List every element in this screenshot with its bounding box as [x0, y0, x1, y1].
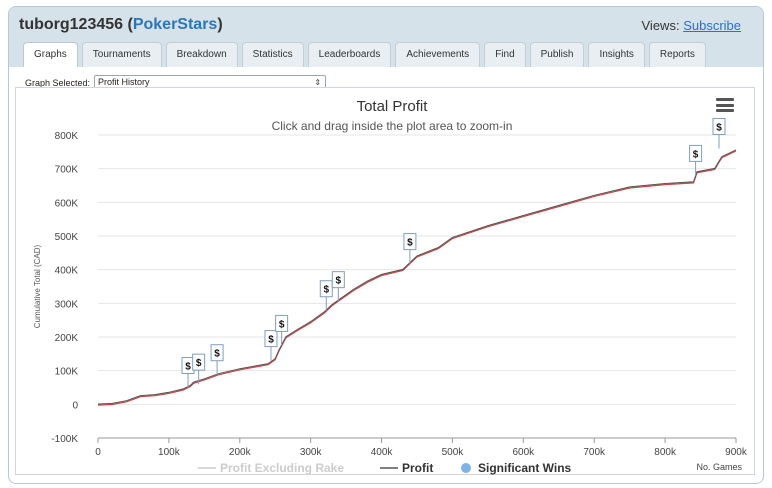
chart-panel: [15, 87, 755, 475]
graph-select-value: Profit History: [98, 77, 150, 87]
flag-box: [264, 330, 278, 348]
significant-win-flag: $: [275, 314, 289, 346]
legend-item[interactable]: Profit Excluding Rake: [198, 461, 344, 475]
significant-win-flag: $: [264, 330, 278, 361]
graph-selected-label: Graph Selected:: [25, 77, 91, 88]
x-tick-label: 100k: [158, 447, 181, 458]
significant-win-flag: $: [331, 271, 345, 302]
legend-item[interactable]: Profit: [380, 461, 433, 475]
y-tick-label: 800K: [55, 131, 79, 142]
legend-item[interactable]: Significant Wins: [461, 461, 572, 475]
tab-statistics[interactable]: Statistics: [241, 42, 304, 67]
significant-win-flag: $: [181, 357, 195, 388]
tab-leaderboards[interactable]: Leaderboards: [307, 42, 392, 67]
flag-box: [331, 271, 345, 289]
x-tick-label: 0: [95, 447, 101, 458]
significant-win-flag: $: [319, 280, 333, 311]
significant-win-flag: $: [689, 144, 703, 176]
x-tick-label: 200k: [229, 447, 252, 458]
flag-box: [712, 117, 726, 135]
tab-reports[interactable]: Reports: [648, 42, 706, 67]
x-tick-label: 900k: [725, 447, 748, 458]
tab-find[interactable]: Find: [484, 42, 526, 67]
tab-bar: Graphs Tournaments Breakdown Statistics Lead…: [23, 42, 706, 67]
legend-label: Profit Excluding Rake: [220, 461, 344, 475]
views-label: Views:: [641, 18, 680, 33]
tab-graphs[interactable]: Graphs: [23, 42, 78, 67]
x-tick-label: 400k: [371, 447, 394, 458]
tab-publish[interactable]: Publish: [529, 42, 585, 67]
y-tick-label: 400K: [55, 266, 79, 277]
flag-label: $: [323, 285, 329, 296]
y-tick-label: 600K: [55, 198, 79, 209]
x-tick-label: 500k: [442, 447, 465, 458]
flag-label: $: [336, 276, 342, 287]
flag-box: [210, 344, 224, 362]
flag-label: $: [716, 122, 722, 133]
flag-label: $: [268, 335, 274, 346]
significant-win-flag: $: [403, 233, 417, 264]
y-tick-label: 0: [72, 400, 78, 411]
significant-win-flag: $: [192, 353, 206, 385]
legend-label: Profit: [402, 461, 433, 475]
hamburger-menu-icon[interactable]: [716, 98, 734, 112]
tab-achievements[interactable]: Achievements: [395, 42, 481, 67]
flag-label: $: [214, 349, 220, 360]
y-tick-label: -100K: [51, 434, 78, 445]
flag-label: $: [693, 149, 699, 160]
subscribe-link[interactable]: Subscribe: [683, 18, 741, 33]
chart-title: Total Profit: [357, 98, 429, 115]
tab-insights[interactable]: Insights: [588, 42, 645, 67]
flag-label: $: [407, 238, 413, 249]
tab-breakdown[interactable]: Breakdown: [165, 42, 238, 67]
y-tick-label: 500K: [55, 232, 79, 243]
flag-label: $: [279, 319, 285, 330]
chart-subtitle: Click and drag inside the plot area to z…: [272, 119, 513, 133]
legend-label: Significant Wins: [478, 461, 572, 475]
flag-label: $: [185, 362, 191, 373]
significant-win-flag: $: [210, 344, 224, 375]
x-axis-title: No. Games: [696, 462, 742, 472]
y-tick-label: 300K: [55, 299, 79, 310]
y-tick-label: 200K: [55, 333, 79, 344]
flag-box: [319, 280, 333, 298]
flag-label: $: [196, 358, 202, 369]
flag-box: [689, 144, 703, 162]
x-tick-label: 300k: [300, 447, 323, 458]
y-tick-label: 700K: [55, 165, 79, 176]
legend-marker-swatch: [461, 463, 471, 473]
flag-box: [275, 314, 289, 332]
y-axis-title: Cumulative Total (CAD): [33, 244, 42, 328]
x-tick-label: 700k: [583, 447, 606, 458]
views-area: Views: Subscribe: [642, 18, 742, 33]
chevron-updown-icon: ⇕: [314, 78, 322, 87]
x-tick-label: 600k: [512, 447, 535, 458]
significant-win-flag: $: [712, 117, 726, 149]
flag-box: [403, 233, 417, 251]
x-tick-label: 800k: [654, 447, 677, 458]
tab-tournaments[interactable]: Tournaments: [81, 42, 162, 67]
series-line-profit-excluding-rake: [97, 150, 737, 406]
series-line-profit: [97, 149, 737, 405]
player-name: tuborg123456: [19, 16, 124, 33]
y-tick-label: 100K: [55, 367, 79, 378]
flag-box: [192, 353, 206, 371]
site-name[interactable]: PokerStars: [132, 16, 218, 33]
page-title: tuborg123456 (PokerStars): [19, 16, 223, 33]
